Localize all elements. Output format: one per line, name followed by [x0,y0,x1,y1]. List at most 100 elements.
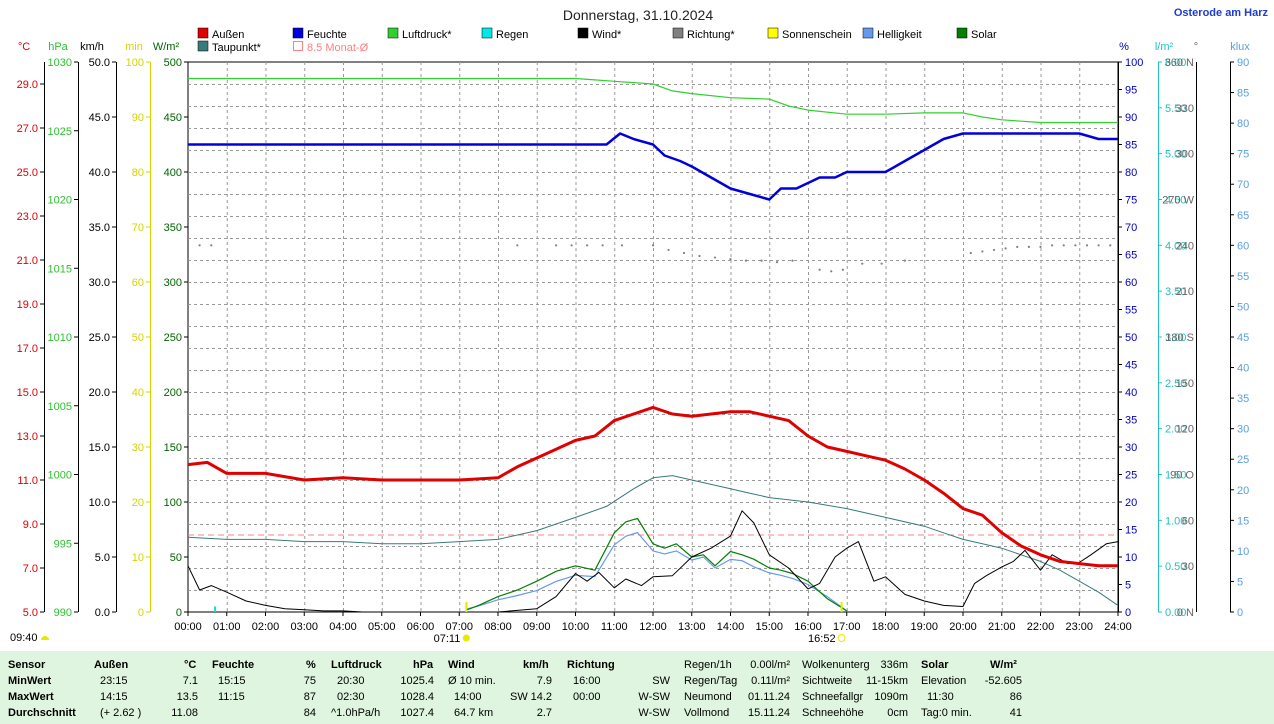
richtung-point [667,248,670,252]
luftdruck-header: Luftdruck [331,659,382,671]
temp-tick-label: 23.0 [17,211,38,223]
regen-value-2: 0.11l/m² [751,675,790,687]
humidity-tick-label: 0 [1125,607,1131,619]
pressure-tick-label: 1025 [48,126,72,138]
temp-tick-label: 21.0 [17,255,38,267]
wolken-label-1: Wolkenunterg [802,659,870,671]
richtung-point [698,254,701,258]
legend-swatch [197,27,209,39]
luftdruck-series [188,77,1118,124]
rain-tick-label: 2.00 [1165,424,1186,436]
rain-tick-label: 1.50 [1165,470,1186,482]
row-label-avg: Durchschnitt [8,707,76,719]
aussen-series [187,405,1118,568]
direction-tick-label: 360 N [1165,57,1194,69]
wind-tick-label: 40.0 [89,167,110,179]
lux-tick-label: 85 [1237,88,1249,100]
solar-tick-label: 500 [164,57,182,69]
time-tick-label: 02:00 [252,621,280,633]
humidity-tick-label: 50 [1125,332,1137,344]
time-tick-label: 19:00 [910,621,938,633]
pressure-tick-label: 990 [54,607,72,619]
richtung-point [198,244,201,247]
humidity-tick-label: 40 [1125,387,1137,399]
sun-axis-unit: min [125,41,143,53]
chart-series [187,77,1119,613]
direction-tick-label: 60 [1182,515,1194,527]
direction-tick-label: 30 [1182,561,1194,573]
rain-tick-label: 0.00 [1165,607,1186,619]
solar-tick-label: 450 [164,112,182,124]
humidity-tick-label: 30 [1125,442,1137,454]
sun-tick-label: 20 [132,497,144,509]
direction-tick-label: 180 S [1165,332,1194,344]
solar-tick-label: 50 [170,552,182,564]
richtung-point [775,261,779,264]
direction-tick-label: 240 [1176,240,1194,252]
solar-tick-label: 150 [164,442,182,454]
luftdruck-unit: hPa [413,659,434,671]
sunset-icon [837,634,846,642]
lux-axis-unit: klux [1230,41,1250,53]
legend-swatch [577,27,589,39]
wind-tick-label: 15.0 [89,442,110,454]
richtung-point [601,244,604,247]
time-tick-label: 12:00 [639,621,667,633]
richtung-point [651,244,655,247]
solar-series [466,517,848,612]
richtung-point [744,259,748,262]
chart-grid [187,61,1119,613]
wind-tick-label: 50.0 [89,57,110,69]
lux-tick-label: 60 [1237,240,1249,252]
temp-tick-label: 25.0 [17,167,38,179]
pressure-tick-label: 995 [54,538,72,550]
temp-tick-label: 13.0 [17,431,38,443]
wind-tick-label: 10.0 [89,497,110,509]
regen-value-1: 0.00l/m² [750,659,790,671]
rain-tick-label: 4.00 [1165,240,1186,252]
humidity-tick-label: 5 [1125,580,1131,592]
richtung-point [1062,244,1065,247]
richtung-point [1074,244,1077,247]
legend-label: Feuchte [307,29,347,41]
legend-label: Wind* [592,29,622,41]
solar-label-3: Tag:0 min. [921,707,972,719]
time-tick-label: 18:00 [872,621,900,633]
richtung-point [586,244,589,247]
lux-tick-label: 45 [1237,332,1249,344]
richtung-point [841,268,844,271]
richtung-max-time: 00:00 [573,691,601,703]
time-tick-label: 21:00 [988,621,1016,633]
legend-label: Solar [971,29,997,41]
wolken-label-3: Schneefallgr [802,691,864,703]
richtung-point [992,248,996,252]
sun-tick-label: 90 [132,112,144,124]
wind-unit: km/h [523,659,549,671]
humidity-tick-label: 55 [1125,305,1137,317]
regen-value-4: 15.11.24 [747,707,790,719]
richtung-max-value: W-SW [638,691,670,703]
time-tick-label: 01:00 [213,621,241,633]
luftdruck-min-value: 1025.4 [400,675,434,687]
aussen-max-time: 14:15 [100,691,128,703]
humidity-tick-label: 95 [1125,85,1137,97]
richtung-point [210,244,213,247]
time-tick-label: 04:00 [329,621,357,633]
richtung-min-value: SW [652,675,670,687]
time-tick-label: 24:00 [1104,621,1132,633]
humidity-tick-label: 25 [1125,470,1137,482]
current-sun-icon [41,636,49,640]
aussen-min-value: 7.1 [182,675,198,687]
sun-tick-label: 40 [132,387,144,399]
time-tick-label: 10:00 [562,621,590,633]
solar-value-2: 86 [1009,691,1022,703]
lux-tick-label: 50 [1237,301,1249,313]
time-tick-label: 00:00 [174,621,202,633]
lux-tick-label: 35 [1237,393,1249,405]
weather-chart: Donnerstag, 31.10.2024 Osterode am Harz … [10,7,1268,645]
time-tick-label: 17:00 [833,621,861,633]
legend-swatch [293,41,303,51]
time-tick-label: 15:00 [755,621,783,633]
richtung-header: Richtung [567,659,615,671]
legend-label: Sonnenschein [782,29,852,41]
